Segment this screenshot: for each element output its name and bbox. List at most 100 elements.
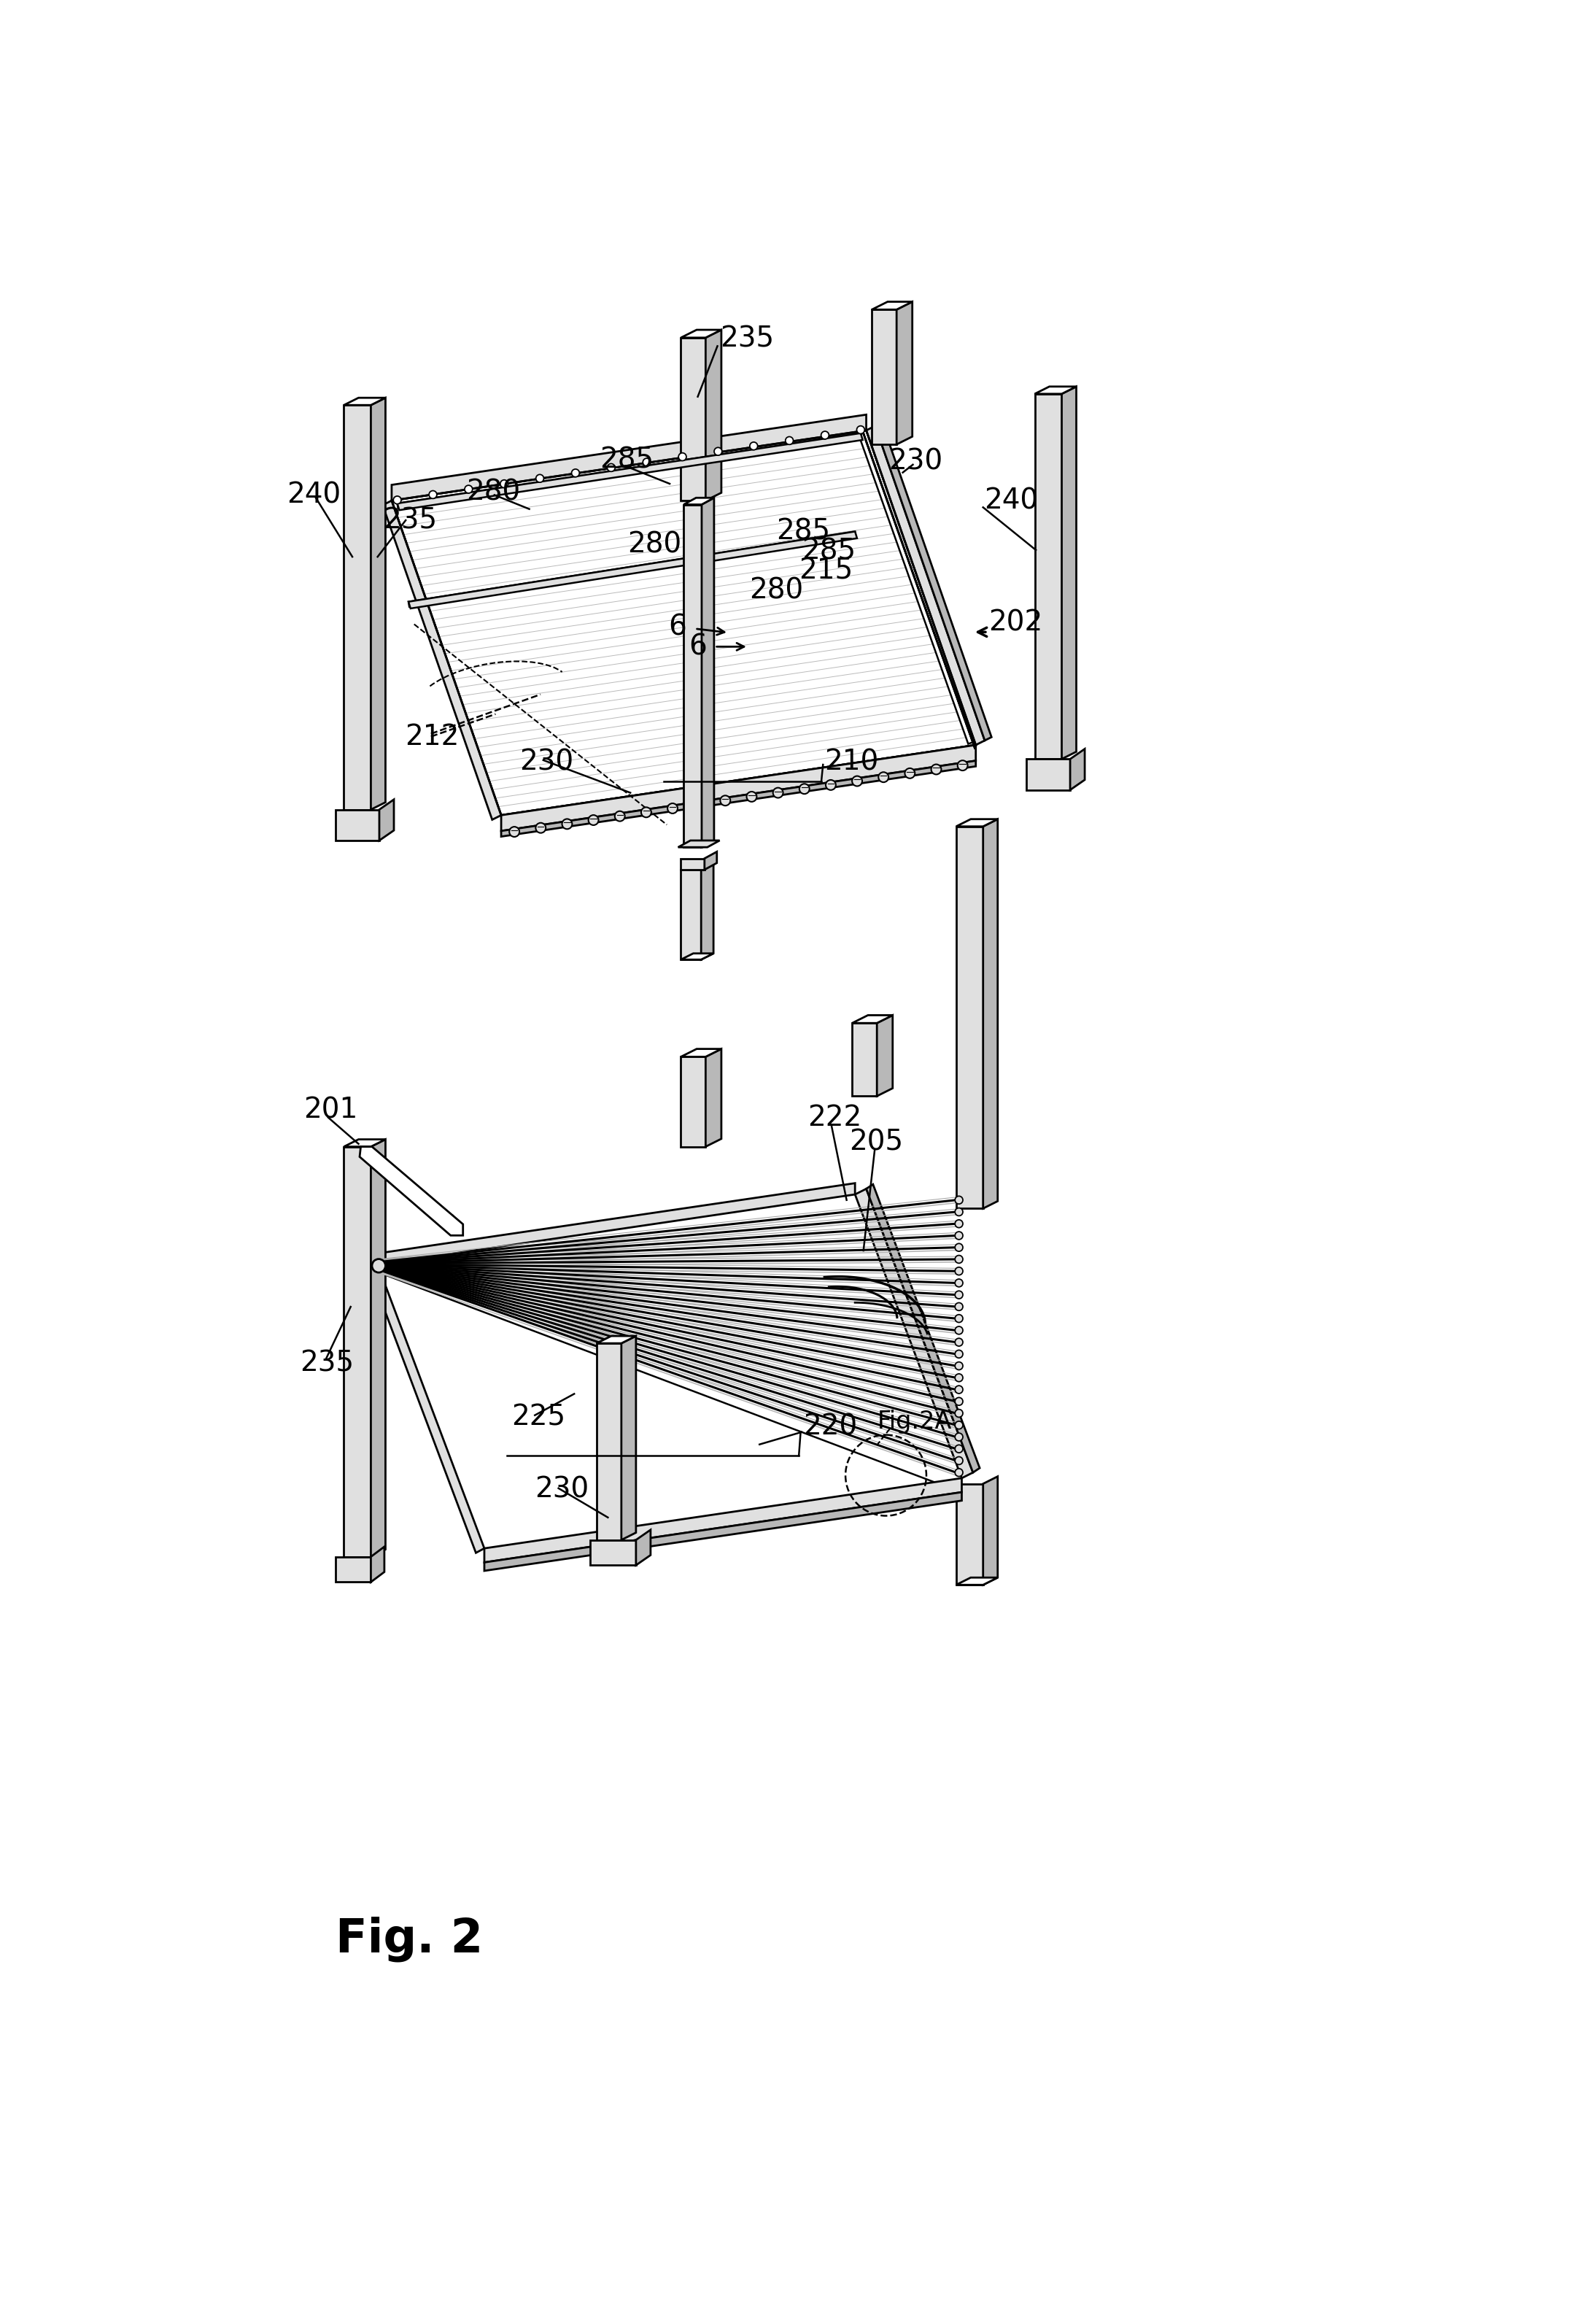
Polygon shape: [681, 869, 701, 959]
Polygon shape: [484, 1478, 962, 1563]
Circle shape: [536, 823, 546, 832]
Text: 6: 6: [669, 614, 686, 641]
Polygon shape: [335, 1556, 370, 1582]
Circle shape: [954, 1432, 962, 1441]
Polygon shape: [705, 1048, 721, 1147]
Circle shape: [954, 1469, 962, 1476]
Circle shape: [954, 1350, 962, 1359]
Polygon shape: [1026, 759, 1071, 791]
Polygon shape: [335, 809, 380, 841]
Circle shape: [562, 818, 571, 830]
Polygon shape: [875, 423, 991, 740]
Circle shape: [678, 453, 686, 460]
Circle shape: [393, 497, 401, 503]
Polygon shape: [681, 338, 705, 501]
Circle shape: [785, 437, 793, 444]
Text: 285: 285: [801, 538, 855, 566]
Circle shape: [954, 1421, 962, 1430]
Polygon shape: [876, 1016, 892, 1097]
Polygon shape: [704, 851, 717, 869]
Circle shape: [614, 812, 626, 821]
Polygon shape: [683, 503, 702, 848]
Polygon shape: [621, 1336, 635, 1540]
Text: Fig.2A: Fig.2A: [878, 1409, 953, 1435]
Circle shape: [694, 800, 704, 809]
Polygon shape: [391, 414, 867, 501]
Polygon shape: [867, 1184, 980, 1474]
Polygon shape: [863, 432, 975, 749]
Polygon shape: [983, 1476, 998, 1584]
Text: 230: 230: [889, 448, 943, 476]
Text: Fig. 2: Fig. 2: [335, 1915, 484, 1961]
Text: 280: 280: [627, 531, 681, 559]
Circle shape: [954, 1327, 962, 1333]
Polygon shape: [1034, 386, 1076, 393]
Circle shape: [954, 1304, 962, 1310]
Circle shape: [800, 784, 809, 793]
Circle shape: [954, 1221, 962, 1228]
Polygon shape: [681, 329, 721, 338]
Circle shape: [857, 425, 865, 435]
Polygon shape: [501, 745, 975, 830]
Polygon shape: [378, 1184, 855, 1264]
Text: 205: 205: [849, 1129, 903, 1156]
Polygon shape: [683, 499, 713, 503]
Polygon shape: [871, 310, 897, 444]
Polygon shape: [867, 425, 985, 745]
Circle shape: [954, 1290, 962, 1299]
Polygon shape: [702, 499, 713, 848]
Circle shape: [372, 1260, 386, 1274]
Text: 285: 285: [600, 446, 653, 474]
Circle shape: [954, 1386, 962, 1393]
Polygon shape: [956, 825, 983, 1209]
Polygon shape: [681, 954, 713, 959]
Polygon shape: [897, 301, 913, 444]
Text: 235: 235: [300, 1350, 354, 1377]
Polygon shape: [1061, 386, 1076, 759]
Circle shape: [905, 768, 915, 779]
Polygon shape: [956, 818, 998, 825]
Text: 230: 230: [519, 747, 573, 775]
Circle shape: [720, 795, 731, 805]
Polygon shape: [397, 432, 862, 508]
Circle shape: [954, 1409, 962, 1416]
Polygon shape: [370, 1140, 386, 1556]
Polygon shape: [852, 1023, 876, 1097]
Polygon shape: [380, 800, 394, 841]
Text: 201: 201: [303, 1097, 358, 1124]
Polygon shape: [681, 858, 704, 869]
Text: 6: 6: [689, 632, 707, 660]
Polygon shape: [678, 841, 720, 848]
Circle shape: [954, 1315, 962, 1322]
Circle shape: [954, 1338, 962, 1347]
Circle shape: [958, 761, 967, 770]
Polygon shape: [370, 398, 386, 809]
Text: 215: 215: [800, 556, 852, 584]
Circle shape: [571, 469, 579, 476]
Circle shape: [954, 1207, 962, 1216]
Polygon shape: [1071, 749, 1085, 791]
Polygon shape: [391, 430, 975, 816]
Polygon shape: [705, 329, 721, 501]
Circle shape: [954, 1255, 962, 1262]
Circle shape: [954, 1398, 962, 1405]
Circle shape: [954, 1458, 962, 1464]
Circle shape: [954, 1267, 962, 1276]
Circle shape: [429, 490, 437, 499]
Polygon shape: [852, 1016, 892, 1023]
Circle shape: [930, 763, 942, 775]
Text: 220: 220: [803, 1412, 857, 1439]
Polygon shape: [1034, 393, 1061, 759]
Circle shape: [954, 1244, 962, 1251]
Circle shape: [852, 777, 862, 786]
Polygon shape: [369, 1264, 484, 1552]
Circle shape: [954, 1232, 962, 1239]
Circle shape: [464, 485, 472, 494]
Polygon shape: [591, 1540, 635, 1566]
Text: 235: 235: [383, 506, 437, 533]
Circle shape: [878, 772, 889, 782]
Circle shape: [954, 1444, 962, 1453]
Text: 285: 285: [776, 517, 830, 545]
Polygon shape: [343, 1140, 386, 1147]
Text: 280: 280: [466, 478, 520, 506]
